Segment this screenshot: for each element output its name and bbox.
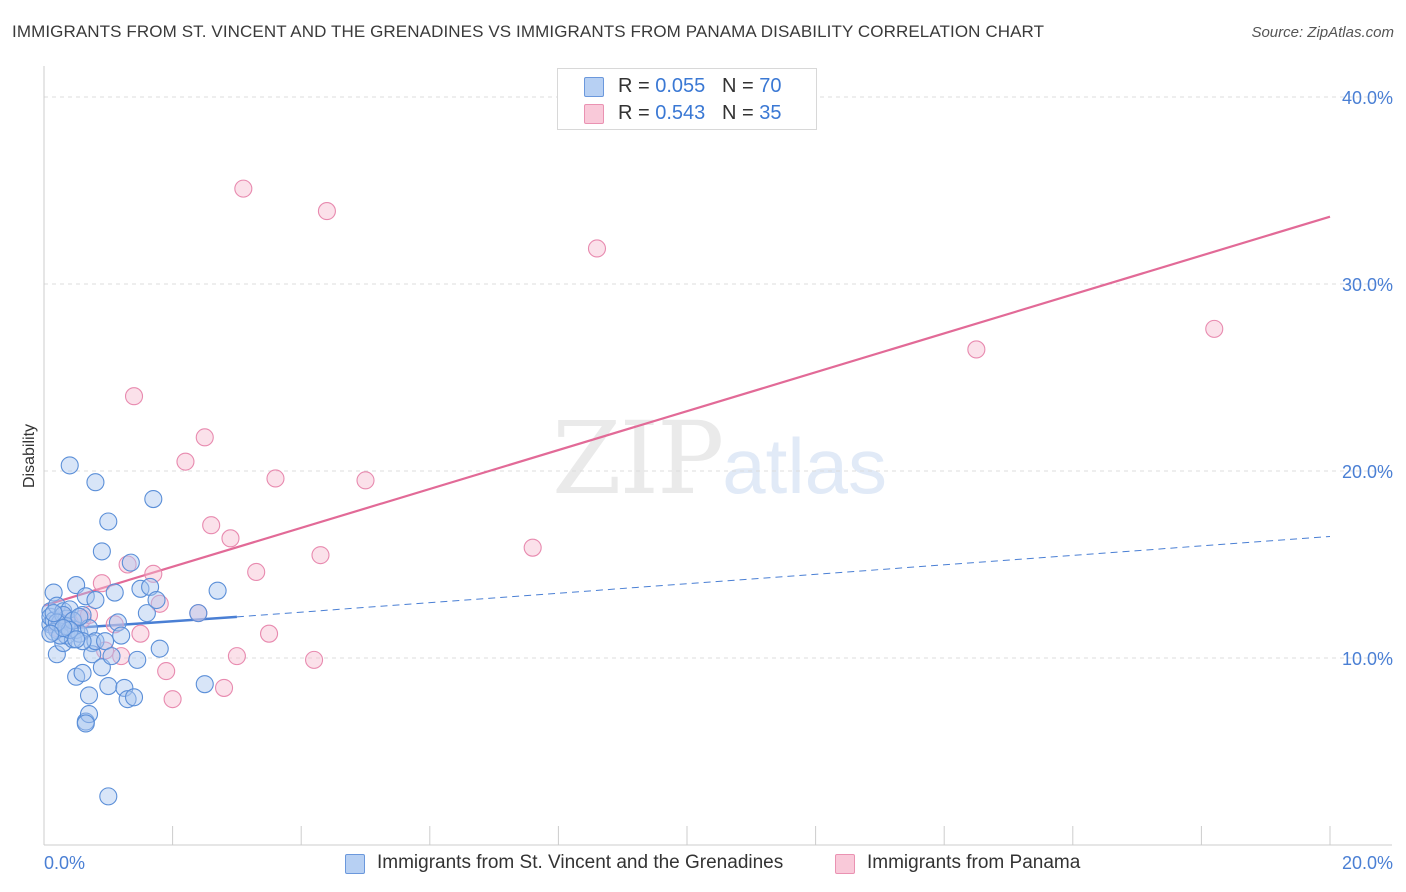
point-st-vincent bbox=[67, 630, 86, 649]
point-st-vincent bbox=[147, 590, 166, 610]
y-tick-label: 30.0% bbox=[1342, 275, 1393, 295]
trend-line-st-vincent-extension bbox=[236, 535, 1331, 618]
point-panama bbox=[124, 387, 144, 406]
point-panama bbox=[317, 202, 336, 221]
point-st-vincent bbox=[121, 553, 140, 572]
point-st-vincent bbox=[73, 605, 92, 625]
r-value-1: 0.055 bbox=[655, 75, 706, 97]
point-panama bbox=[587, 239, 607, 258]
y-axis-title: Disability bbox=[21, 424, 38, 488]
point-st-vincent bbox=[60, 456, 79, 475]
point-panama bbox=[311, 546, 330, 565]
point-st-vincent bbox=[124, 688, 144, 707]
point-st-vincent bbox=[208, 581, 227, 600]
point-panama bbox=[163, 690, 182, 709]
y-tick-label: 10.0% bbox=[1342, 649, 1393, 669]
stats-row-1-text: R = 0.055 N = 70 bbox=[618, 75, 782, 97]
point-panama bbox=[131, 624, 150, 643]
axes bbox=[43, 66, 1392, 846]
point-panama bbox=[523, 538, 542, 557]
data-points bbox=[41, 179, 1224, 806]
legend-label-st-vincent: Immigrants from St. Vincent and the Gren… bbox=[377, 852, 784, 873]
point-st-vincent bbox=[99, 676, 118, 696]
point-panama bbox=[967, 340, 986, 359]
point-st-vincent bbox=[86, 590, 105, 610]
point-panama bbox=[92, 574, 111, 593]
point-st-vincent bbox=[137, 604, 156, 623]
point-st-vincent bbox=[86, 632, 105, 651]
trend-line-panama bbox=[43, 215, 1331, 607]
point-panama bbox=[356, 471, 375, 490]
point-panama bbox=[157, 662, 176, 681]
x-tick-label: 20.0% bbox=[1342, 853, 1393, 873]
y-tick-label: 40.0% bbox=[1342, 88, 1393, 108]
y-tick-label: 20.0% bbox=[1342, 462, 1393, 482]
n-value-2: 35 bbox=[759, 102, 782, 124]
point-st-vincent bbox=[92, 542, 111, 561]
tick-labels: 10.0% 20.0% 30.0% 40.0% 0.0% 20.0% bbox=[44, 88, 1393, 873]
point-st-vincent bbox=[99, 512, 118, 531]
point-st-vincent bbox=[115, 678, 134, 697]
point-panama bbox=[118, 555, 137, 574]
point-st-vincent bbox=[47, 645, 66, 664]
point-st-vincent bbox=[41, 624, 60, 643]
legend-swatch-panama bbox=[835, 854, 855, 874]
point-panama bbox=[259, 624, 279, 643]
watermark: ZIPatlas bbox=[552, 400, 887, 517]
point-panama bbox=[234, 179, 253, 198]
point-panama bbox=[305, 650, 324, 669]
point-panama bbox=[214, 678, 234, 697]
point-st-vincent bbox=[144, 489, 163, 509]
point-panama bbox=[202, 516, 221, 535]
point-st-vincent bbox=[99, 787, 118, 806]
point-st-vincent bbox=[73, 632, 92, 651]
point-st-vincent bbox=[150, 639, 169, 658]
x-tick-label: 0.0% bbox=[44, 853, 85, 873]
point-st-vincent bbox=[118, 690, 137, 709]
point-st-vincent bbox=[70, 607, 89, 626]
watermark-atlas: atlas bbox=[722, 422, 888, 510]
series1-swatch bbox=[584, 77, 604, 97]
point-st-vincent bbox=[76, 587, 95, 606]
point-st-vincent bbox=[128, 650, 147, 669]
n-value-1: 70 bbox=[759, 75, 782, 97]
watermark-zip: ZIP bbox=[552, 400, 724, 517]
point-panama bbox=[266, 469, 285, 488]
series2-swatch bbox=[584, 104, 604, 124]
point-st-vincent bbox=[79, 686, 99, 705]
point-panama bbox=[195, 428, 214, 447]
point-st-vincent bbox=[189, 604, 208, 623]
point-st-vincent bbox=[112, 626, 131, 645]
legend-label-panama: Immigrants from Panama bbox=[867, 852, 1081, 873]
point-st-vincent bbox=[86, 473, 105, 492]
point-st-vincent bbox=[73, 663, 92, 683]
point-panama bbox=[227, 647, 246, 666]
point-st-vincent bbox=[76, 714, 95, 733]
series-legend: Immigrants from St. Vincent and the Gren… bbox=[0, 852, 1406, 878]
point-st-vincent bbox=[102, 647, 121, 666]
point-panama bbox=[1205, 319, 1224, 338]
trend-lines bbox=[43, 215, 1331, 632]
chart-title: IMMIGRANTS FROM ST. VINCENT AND THE GREN… bbox=[12, 22, 1045, 41]
point-panama bbox=[247, 562, 266, 582]
point-st-vincent bbox=[141, 577, 160, 596]
point-st-vincent bbox=[44, 604, 63, 623]
chart-source: Source: ZipAtlas.com bbox=[1251, 24, 1394, 41]
stats-legend: R = 0.055 N = 70 R = 0.543 N = 35 bbox=[557, 68, 817, 130]
point-st-vincent bbox=[195, 675, 214, 694]
r-value-2: 0.543 bbox=[655, 102, 706, 124]
stats-row-2-text: R = 0.543 N = 35 bbox=[618, 102, 782, 124]
point-st-vincent bbox=[96, 632, 115, 651]
point-st-vincent bbox=[105, 583, 124, 602]
point-panama bbox=[105, 615, 124, 634]
point-panama bbox=[176, 452, 195, 471]
legend-swatch-st-vincent bbox=[345, 854, 365, 874]
point-panama bbox=[221, 529, 240, 548]
